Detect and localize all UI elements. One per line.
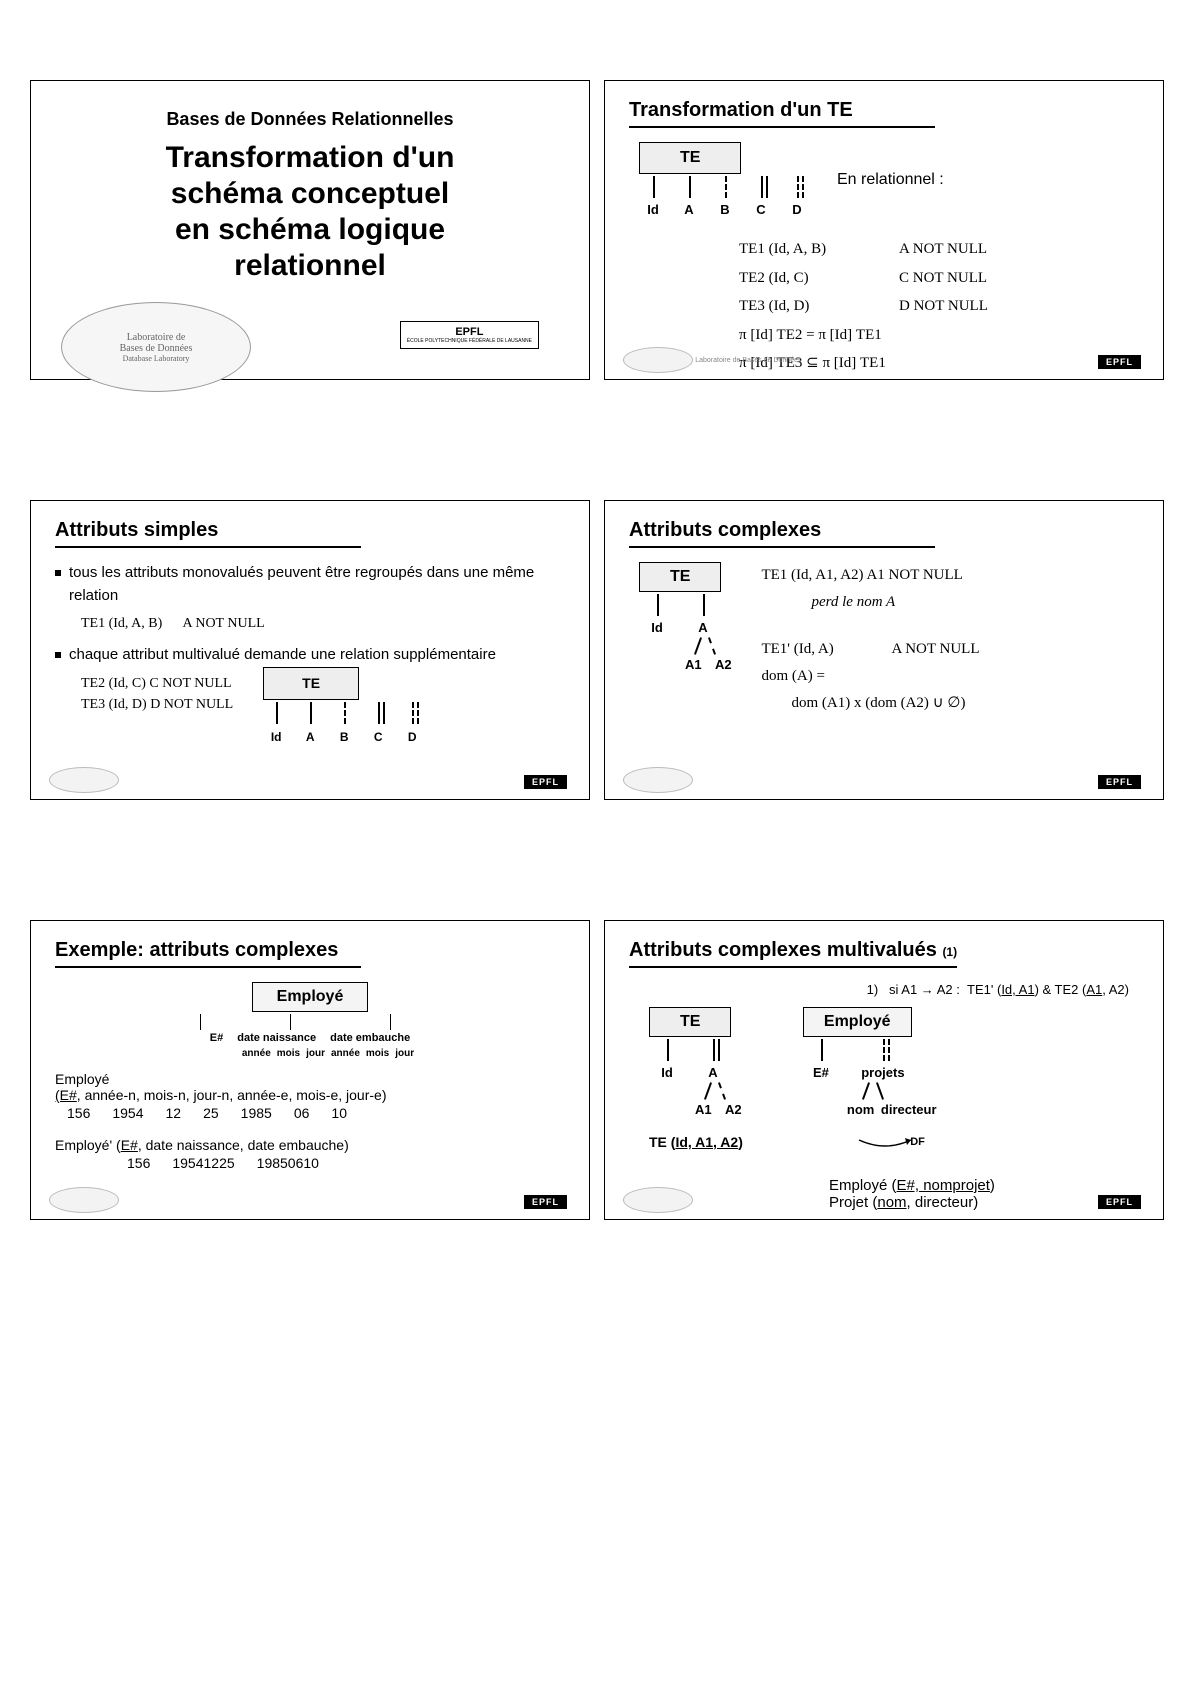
slide-row-2: Attributs simples tous les attributs mon…	[30, 500, 1170, 800]
main-title-l1: Transformation d'un	[55, 140, 565, 176]
slide6-title: Attributs complexes multivalués (1)	[629, 939, 957, 968]
attr-a: A	[708, 1065, 717, 1080]
slide-te-transformation: Transformation d'un TE TE Id A B C D En …	[604, 80, 1164, 380]
footer-lab	[49, 767, 119, 793]
te-diagram: TE Id A B C D	[639, 142, 807, 217]
attr-d: D	[792, 202, 801, 217]
main-title-l3: en schéma logique	[55, 212, 565, 248]
en-relationnel-label: En relationnel :	[837, 171, 944, 189]
slide2-title: Transformation d'un TE	[629, 99, 935, 128]
attr-a2: A2	[715, 657, 732, 672]
attr-b: B	[720, 202, 729, 217]
slide-row-1: Bases de Données Relationnelles Transfor…	[30, 80, 1170, 380]
lab-line1: Laboratoire de	[127, 332, 186, 343]
attr-a1: A1	[695, 1102, 712, 1117]
slide-attributs-complexes: Attributs complexes TE Id A A1 A2	[604, 500, 1164, 800]
attr-a2: A2	[725, 1102, 742, 1117]
footer-lab	[49, 1187, 119, 1213]
attr-a: A	[698, 620, 707, 635]
epfl-logo: EPFL	[524, 775, 567, 789]
bullet-1-rel: TE1 (Id, A, B) A NOT NULL	[81, 613, 565, 634]
te-diagram-small: TE Id A B C D	[263, 667, 422, 746]
attr-enum: E#	[813, 1065, 829, 1080]
slide5-title: Exemple: attributs complexes	[55, 939, 361, 968]
attr-directeur: directeur	[881, 1102, 937, 1117]
employe-right-diagram: Employé E# projets nom directeur	[803, 1007, 912, 1157]
complex-relations: TE1 (Id, A1, A2) A1 NOT NULL perd le nom…	[761, 562, 979, 717]
epfl-logo: EPFL	[1098, 1195, 1141, 1209]
slide3-title: Attributs simples	[55, 519, 361, 548]
epfl-logo: EPFL	[1098, 775, 1141, 789]
employe-entity: Employé	[252, 982, 369, 1012]
df-label: DF	[910, 1136, 925, 1148]
attr-a: A	[684, 202, 693, 217]
slide-title: Bases de Données Relationnelles Transfor…	[30, 80, 590, 380]
bullet-2: chaque attribut multivalué demande une r…	[69, 644, 496, 667]
employe-tree: Employé E# date naissance date embauche …	[55, 982, 565, 1059]
te-entity: TE	[639, 562, 721, 592]
bullet-list: tous les attributs monovalués peuvent êt…	[55, 562, 565, 746]
attr-c: C	[756, 202, 765, 217]
epfl-logo: EPFL	[524, 1195, 567, 1209]
te-entity: TE	[649, 1007, 731, 1037]
main-title-l2: schéma conceptuel	[55, 176, 565, 212]
slide-complexes-multivalues: Attributs complexes multivalués (1) 1) s…	[604, 920, 1164, 1220]
te-entity: TE	[263, 667, 359, 700]
attr-id: Id	[661, 1065, 673, 1080]
note-perd-nom: perd le nom A	[811, 589, 979, 616]
te-relation-result: TE (Id, A1, A2)	[649, 1134, 743, 1150]
employe-data-row-2: 156 19541225 19850610	[115, 1153, 331, 1173]
footer-lab	[623, 767, 693, 793]
te-complex-diagram: TE Id A A1 A2	[639, 562, 721, 717]
epfl-logo: EPFL	[1098, 355, 1141, 369]
footer-lab: Laboratoire de Bases de Données	[623, 347, 801, 373]
lab-logo: Laboratoire de Bases de Données Database…	[61, 302, 251, 392]
lab-line2: Bases de Données	[120, 343, 193, 354]
epfl-logo-big: EPFL ÉCOLE POLYTECHNIQUE FÉDÉRALE DE LAU…	[400, 321, 539, 349]
attr-id: Id	[647, 202, 659, 217]
employe-entity: Employé	[803, 1007, 912, 1037]
course-name: Bases de Données Relationnelles	[55, 109, 565, 130]
attr-enum: E#	[210, 1032, 223, 1044]
slide4-title: Attributs complexes	[629, 519, 935, 548]
attr-a1: A1	[685, 657, 702, 672]
attr-date-embauche: date embauche	[330, 1032, 410, 1044]
te-entity: TE	[639, 142, 741, 174]
employe-flat-relation: Employé (E#, année-n, mois-n, jour-n, an…	[55, 1071, 565, 1173]
bullet-2-rel2: TE3 (Id, D) D NOT NULL	[81, 694, 233, 715]
lab-line3: Database Laboratory	[123, 354, 190, 363]
case-1-formula: 1) si A1 → A2 : TE1' (Id, A1) & TE2 (A1,…	[629, 982, 1129, 997]
bullet-1: tous les attributs monovalués peuvent êt…	[69, 562, 565, 607]
attr-nom: nom	[847, 1102, 874, 1117]
bullet-2-rel1: TE2 (Id, C) C NOT NULL	[81, 673, 233, 694]
attr-projets: projets	[861, 1065, 904, 1080]
main-title-l4: relationnel	[55, 248, 565, 284]
attr-id: Id	[651, 620, 663, 635]
slide-row-3: Exemple: attributs complexes Employé E# …	[30, 920, 1170, 1220]
slide-exemple-complexes: Exemple: attributs complexes Employé E# …	[30, 920, 590, 1220]
te-left-diagram: TE Id A A1 A2 TE (Id, A1, A2)	[649, 1007, 743, 1157]
footer-lab	[623, 1187, 693, 1213]
output-relations: Employé (E#, nomprojet) Projet (nom, dir…	[829, 1177, 1139, 1211]
employe-data-row: 156 1954 12 25 1985 06 10	[55, 1103, 359, 1123]
attr-date-naissance: date naissance	[237, 1032, 316, 1044]
slide-attributs-simples: Attributs simples tous les attributs mon…	[30, 500, 590, 800]
